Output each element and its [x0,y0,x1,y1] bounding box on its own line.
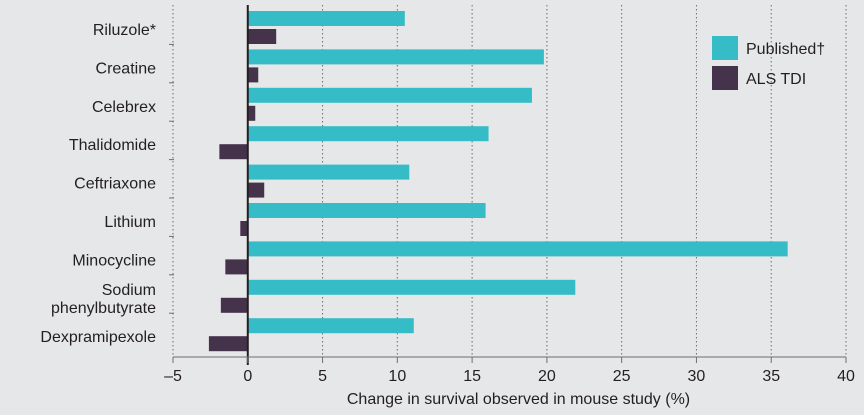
category-label: Riluzole* [93,22,156,39]
category-label: Sodium [102,282,156,299]
bar-als-tdi [247,105,256,121]
legend-swatch-als-tdi [712,66,738,90]
x-tick-label: 15 [463,368,481,385]
bar-als-tdi [225,259,248,275]
bar-published [247,203,486,218]
bar-als-tdi [247,67,259,83]
bar-als-tdi [208,336,248,352]
legend-swatch-published [712,36,738,60]
bar-als-tdi [247,29,277,44]
bar-published [247,164,410,180]
x-tick-label: 10 [388,368,406,385]
x-tick-label: 35 [762,368,780,385]
category-label: Ceftriaxone [74,176,156,193]
category-label: Lithium [104,214,156,231]
bar-als-tdi [247,182,265,198]
bar-published [247,318,414,334]
bar-als-tdi [240,221,248,236]
x-tick-label: 20 [538,368,556,385]
category-label: Minocycline [72,252,156,269]
bar-als-tdi [220,297,248,313]
x-tick-label: –5 [164,368,182,385]
x-axis-title: Change in survival observed in mouse stu… [347,391,690,408]
bar-published [247,11,405,26]
category-label: Celebrex [92,99,156,116]
bar-published [247,279,576,295]
bar-published [247,126,489,142]
bar-als-tdi [219,144,248,160]
bar-published [247,241,788,257]
x-tick-label: 40 [837,368,855,385]
x-tick-label: 0 [243,368,252,385]
category-label: Thalidomide [69,137,156,154]
category-label: Dexpramipexole [40,329,156,346]
bar-published [247,49,544,65]
legend-label-published: Published† [746,41,825,58]
category-label: phenylbutyrate [51,300,156,317]
x-tick-label: 5 [318,368,327,385]
x-tick-label: 30 [688,368,706,385]
x-tick-label: 25 [613,368,631,385]
bar-published [247,87,532,103]
legend-label-als-tdi: ALS TDI [746,71,806,88]
category-label: Creatine [96,60,157,77]
